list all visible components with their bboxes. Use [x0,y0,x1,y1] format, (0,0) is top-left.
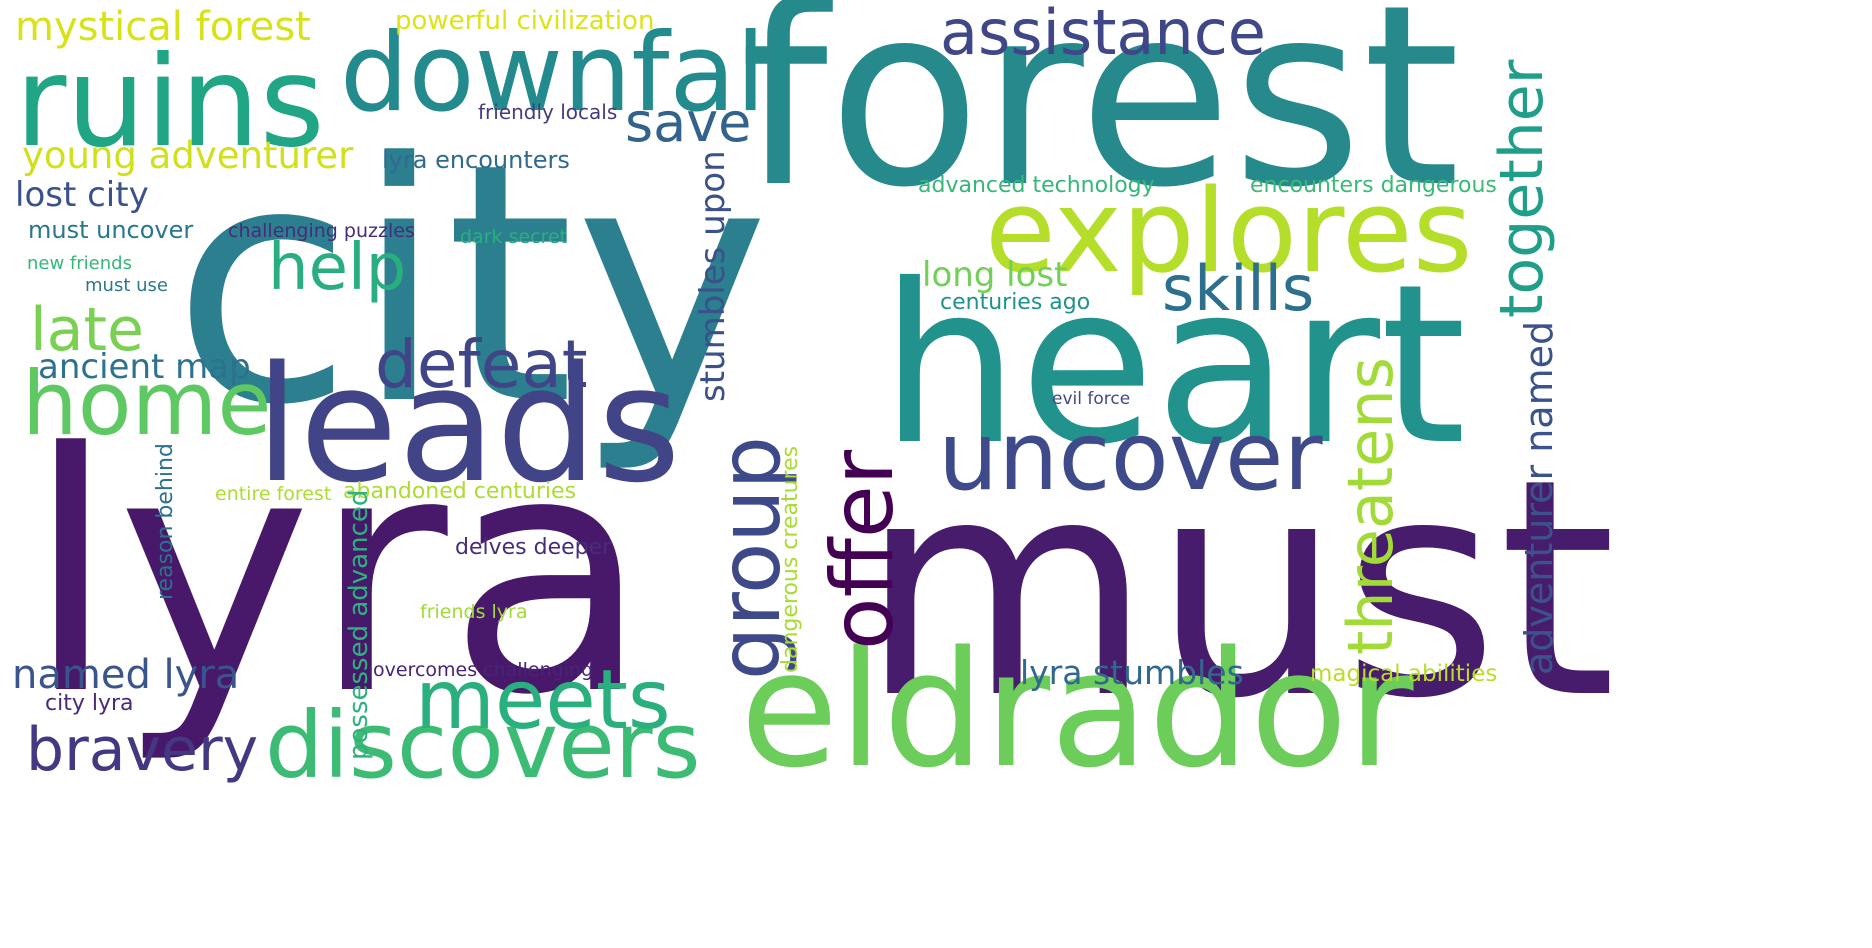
word-friends-lyra: friends lyra [420,601,528,623]
word-adventurer-named: adventurer named [1517,320,1561,675]
word-bravery: bravery [26,715,259,785]
word-ruins: ruins [15,30,325,175]
word-stumbles-upon: stumbles upon [693,150,733,402]
word-delves-deeper: delves deeper [455,535,612,560]
word-powerful-civilization: powerful civilization [395,6,655,36]
word-encounters-dangerous: encounters dangerous [1250,173,1497,198]
word-city: city [172,93,770,477]
word-uncover: uncover [938,402,1323,512]
word-offer: offer [813,449,913,650]
word-advanced-technology: advanced technology [918,173,1155,198]
word-threatens: threatens [1334,357,1407,655]
word-dangerous-creatures: dangerous creatures [778,445,803,673]
word-late: late [30,295,144,365]
word-named-lyra: named lyra [12,652,240,698]
word-assistance: assistance [940,0,1266,69]
word-dark-secret: dark secret [460,226,568,248]
word-discovers: discovers [265,692,701,799]
word-lyra: lyra [25,383,650,767]
word-mystical-forest: mystical forest [15,4,311,50]
word-help: help [268,231,407,305]
word-downfall: downfall [340,11,796,136]
word-heart: heart [880,237,1467,493]
word-skills: skills [1162,252,1315,325]
word-meets: meets [415,653,671,748]
word-lost-city: lost city [15,175,149,215]
word-must: must [860,415,1617,764]
word-explores: explores [985,165,1473,299]
word-long-lost: long lost [922,255,1068,295]
word-city-lyra: city lyra [45,691,134,716]
word-new-friends: new friends [27,253,132,274]
word-home: home [22,352,272,455]
word-defeat: defeat [375,326,588,403]
word-entire-forest: entire forest [215,483,332,505]
word-overcomes-challenging: overcomes challenging [373,659,594,681]
word-forest: forest [740,0,1461,242]
word-friendly-locals: friendly locals [478,100,618,124]
word-possessed-advanced: possessed advanced [344,489,374,760]
word-centuries-ago: centuries ago [940,290,1091,315]
word-leads: leads [255,331,681,518]
word-lyra-stumbles: lyra stumbles [1020,653,1244,692]
word-evil-force: evil force [1052,389,1131,409]
word-must-use: must use [85,275,168,296]
word-ancient-map: ancient map [38,347,251,387]
word-magical-abilities: magical abilities [1310,661,1498,687]
word-must-uncover: must uncover [28,216,194,244]
word-reason-behind: reason behind [153,443,178,600]
word-save: save [625,91,752,154]
word-abandoned-centuries: abandoned centuries [343,479,577,504]
word-eldrador: eldrador [740,616,1414,803]
word-challenging-puzzles: challenging puzzles [228,220,415,242]
word-young-adventurer: young adventurer [22,134,354,177]
word-together: together [1487,59,1557,318]
word-lyra-encounters: lyra encounters [382,146,570,174]
